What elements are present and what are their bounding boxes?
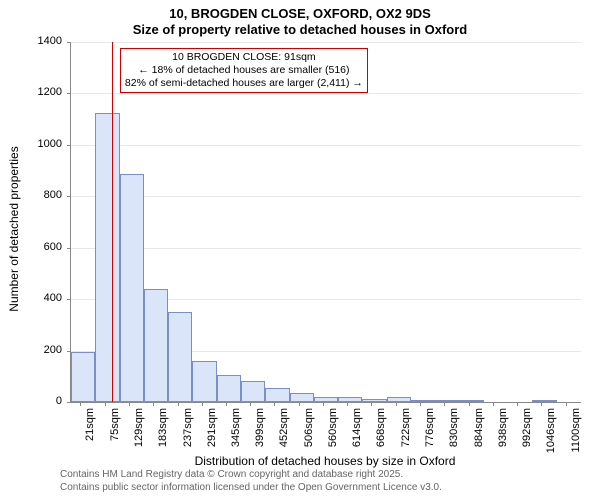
xtick-mark [323,402,324,406]
histogram-bar [71,352,95,402]
attribution-footer: Contains HM Land Registry data © Crown c… [60,469,442,494]
xtick-mark [274,402,275,406]
ytick-mark [67,93,71,94]
ytick-mark [67,145,71,146]
ytick-label: 800 [22,189,62,201]
ytick-mark [67,402,71,403]
callout-line3: 82% of semi-detached houses are larger (… [125,77,363,90]
xtick-mark [80,402,81,406]
xtick-label: 506sqm [303,408,315,468]
histogram-bar [144,289,168,402]
xtick-label: 830sqm [448,408,460,468]
gridline-h [71,248,581,249]
ytick-mark [67,196,71,197]
xtick-label: 1046sqm [545,408,557,468]
xtick-label: 452sqm [278,408,290,468]
xtick-mark [444,402,445,406]
histogram-bar [168,312,192,402]
histogram-bar [95,113,119,402]
chart-container: 10, BROGDEN CLOSE, OXFORD, OX2 9DS Size … [0,0,600,500]
xtick-label: 399sqm [254,408,266,468]
xtick-label: 992sqm [521,408,533,468]
xtick-mark [153,402,154,406]
xtick-label: 75sqm [109,408,121,468]
xtick-label: 183sqm [157,408,169,468]
xtick-label: 722sqm [400,408,412,468]
xtick-mark [202,402,203,406]
xtick-mark [105,402,106,406]
xtick-label: 614sqm [351,408,363,468]
ytick-mark [67,42,71,43]
gridline-h [71,145,581,146]
xtick-mark [250,402,251,406]
histogram-bar [314,397,338,402]
ytick-label: 200 [22,344,62,356]
xtick-label: 884sqm [473,408,485,468]
histogram-bar [241,381,265,402]
histogram-bar [362,399,386,402]
xtick-mark [469,402,470,406]
y-axis-label: Number of detached properties [7,146,21,311]
gridline-h [71,93,581,94]
xtick-mark [299,402,300,406]
histogram-bar [338,397,362,402]
callout-line2: ← 18% of detached houses are smaller (51… [125,64,363,77]
property-marker-line [112,42,113,402]
ytick-label: 400 [22,292,62,304]
histogram-bar [120,174,144,402]
xtick-label: 668sqm [375,408,387,468]
xtick-label: 21sqm [84,408,96,468]
xtick-mark [396,402,397,406]
xtick-mark [517,402,518,406]
xtick-label: 291sqm [206,408,218,468]
xtick-mark [541,402,542,406]
histogram-bar [411,400,435,402]
gridline-h [71,42,581,43]
callout-line1: 10 BROGDEN CLOSE: 91sqm [125,51,363,64]
ytick-label: 1200 [22,86,62,98]
xtick-label: 1100sqm [570,408,582,468]
ytick-mark [67,248,71,249]
ytick-mark [67,299,71,300]
property-callout: 10 BROGDEN CLOSE: 91sqm← 18% of detached… [120,48,368,93]
histogram-bar [532,400,556,402]
axes: 10 BROGDEN CLOSE: 91sqm← 18% of detached… [70,42,581,403]
footer-line1: Contains HM Land Registry data © Crown c… [60,469,442,482]
chart-title-line1: 10, BROGDEN CLOSE, OXFORD, OX2 9DS [0,6,600,21]
histogram-bar [435,400,459,402]
xtick-label: 237sqm [182,408,194,468]
xtick-label: 938sqm [497,408,509,468]
histogram-bar [192,361,216,402]
plot-area: 10 BROGDEN CLOSE: 91sqm← 18% of detached… [70,42,580,402]
histogram-bar [265,388,289,402]
xtick-mark [566,402,567,406]
xtick-mark [129,402,130,406]
xtick-label: 560sqm [327,408,339,468]
xtick-mark [347,402,348,406]
xtick-mark [178,402,179,406]
xtick-label: 345sqm [230,408,242,468]
histogram-bar [387,397,411,402]
histogram-bar [217,375,241,402]
chart-title-line2: Size of property relative to detached ho… [0,22,600,37]
histogram-bar [290,393,314,402]
xtick-mark [371,402,372,406]
xtick-mark [420,402,421,406]
xtick-label: 776sqm [424,408,436,468]
gridline-h [71,196,581,197]
ytick-label: 1400 [22,35,62,47]
xtick-mark [226,402,227,406]
ytick-label: 0 [22,395,62,407]
footer-line2: Contains public sector information licen… [60,482,442,495]
xtick-label: 129sqm [133,408,145,468]
histogram-bar [460,400,484,402]
ytick-label: 1000 [22,138,62,150]
ytick-label: 600 [22,241,62,253]
xtick-mark [493,402,494,406]
